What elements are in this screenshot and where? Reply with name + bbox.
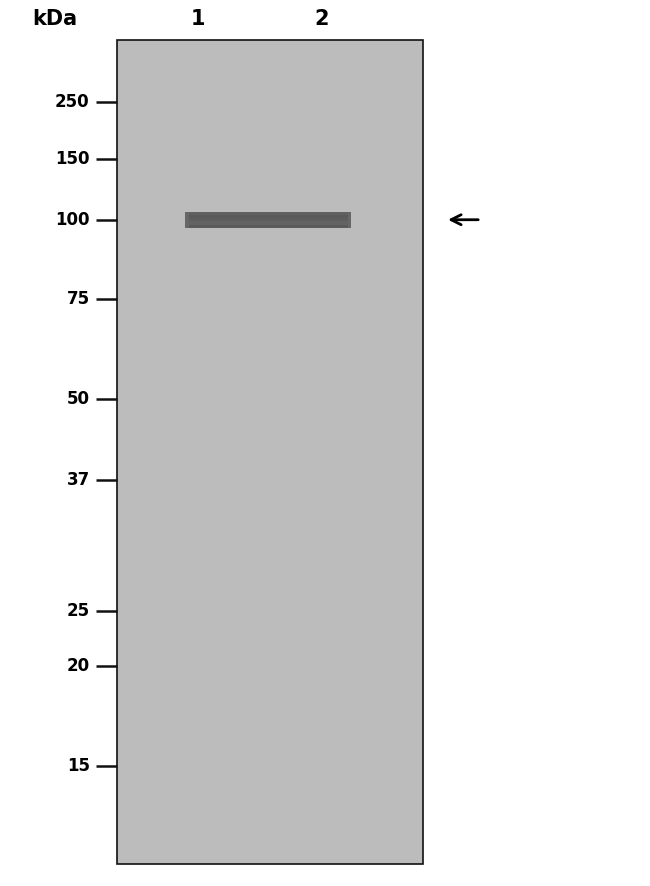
Text: 150: 150 [55, 151, 90, 168]
Text: 20: 20 [66, 657, 90, 675]
Text: 100: 100 [55, 211, 90, 229]
Text: 2: 2 [315, 9, 329, 29]
Bar [117, 40, 422, 864]
Bar [188, 212, 348, 215]
Bar [188, 224, 348, 228]
Text: 25: 25 [66, 602, 90, 620]
Bar [188, 215, 348, 218]
Bar [185, 212, 351, 228]
Bar [188, 218, 348, 222]
Bar [188, 222, 348, 224]
Text: kDa: kDa [32, 9, 78, 29]
Text: 250: 250 [55, 93, 90, 111]
Text: 37: 37 [66, 471, 90, 489]
Text: 50: 50 [67, 390, 90, 408]
Text: 75: 75 [66, 291, 90, 308]
Text: 1: 1 [191, 9, 205, 29]
Text: 15: 15 [67, 758, 90, 775]
